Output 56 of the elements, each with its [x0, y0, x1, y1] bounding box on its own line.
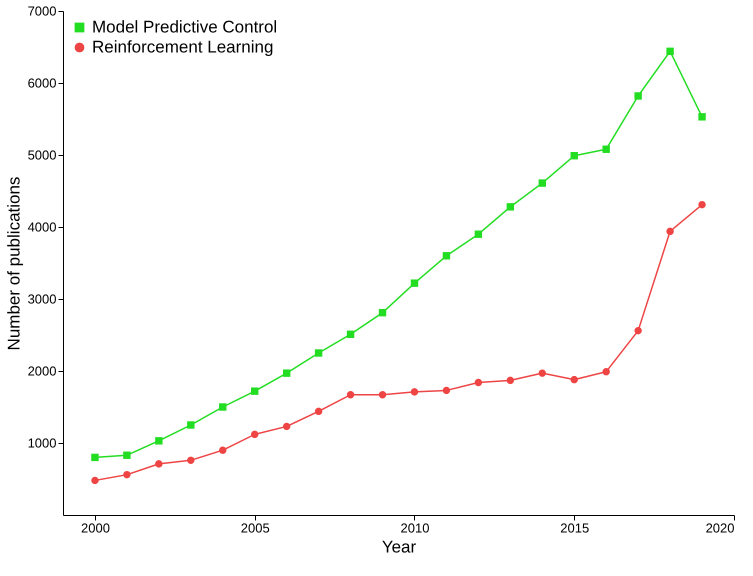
point — [91, 476, 99, 484]
point — [666, 48, 674, 56]
point — [123, 452, 131, 459]
point — [123, 470, 131, 478]
point — [314, 349, 322, 357]
point — [538, 179, 546, 187]
point — [442, 386, 450, 394]
point — [282, 422, 290, 430]
point — [538, 369, 546, 377]
point — [634, 326, 642, 334]
point — [410, 279, 418, 287]
legend-label: Reinforcement Learning — [92, 38, 274, 56]
point — [187, 456, 195, 464]
x-axis-title: Year — [382, 538, 417, 556]
point — [506, 376, 514, 384]
y-tick-label: 5000 — [28, 148, 56, 162]
point — [314, 408, 322, 416]
y-tick-label: 7000 — [28, 4, 56, 18]
y-tick-label: 6000 — [28, 76, 56, 90]
point — [570, 152, 578, 160]
point — [346, 330, 354, 338]
point — [474, 230, 482, 238]
x-tick-label: 2005 — [240, 520, 270, 536]
y-tick-label: 1000 — [28, 436, 56, 450]
x-tick-label: 2020 — [706, 520, 734, 536]
point — [346, 391, 354, 398]
point — [282, 369, 290, 377]
point — [91, 454, 99, 462]
point — [506, 203, 514, 211]
point — [602, 368, 610, 376]
point — [251, 387, 258, 395]
point — [410, 388, 418, 396]
point — [442, 252, 450, 260]
point — [187, 421, 195, 429]
y-tick-label: 3000 — [28, 292, 56, 306]
point — [634, 92, 642, 100]
point — [219, 403, 226, 411]
x-tick-label: 2010 — [400, 520, 430, 536]
point — [698, 200, 706, 208]
y-tick-label: 4000 — [28, 220, 56, 234]
x-tick-label: 2000 — [80, 520, 110, 536]
legend-label: Model Predictive Control — [92, 18, 278, 36]
point — [251, 430, 258, 438]
point — [378, 391, 386, 398]
point — [155, 460, 163, 468]
point — [602, 146, 610, 153]
point — [219, 446, 226, 454]
y-axis-title: Number of publications — [4, 176, 24, 350]
point — [698, 113, 706, 121]
point — [155, 437, 163, 445]
point — [474, 378, 482, 386]
y-tick-label: 2000 — [28, 364, 56, 378]
point — [570, 376, 578, 384]
point — [378, 308, 386, 316]
x-tick-label: 2015 — [560, 520, 590, 536]
point — [666, 228, 674, 236]
